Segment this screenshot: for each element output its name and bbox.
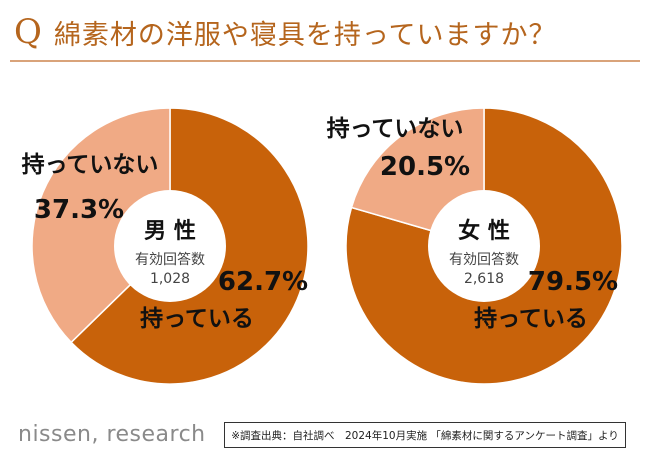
sample-label: 有効回答数 — [135, 251, 205, 268]
page-title: Q 綿素材の洋服や寝具を持っていますか？ — [14, 10, 557, 54]
sample-size: 2,618 — [464, 271, 504, 287]
slice-value-own: 62.7% — [218, 267, 308, 297]
donut-center — [114, 190, 226, 302]
slice-label-own: 持っている — [140, 306, 254, 332]
slice-label-not-own: 持っていない — [22, 152, 159, 178]
center-title: 男 性 — [144, 219, 196, 244]
slice-label-not-own: 持っていない — [327, 116, 464, 142]
question-mark-q: Q — [14, 12, 42, 52]
slice-label-own: 持っている — [474, 306, 588, 332]
slice-value-own: 79.5% — [528, 267, 618, 297]
donut-center — [428, 190, 540, 302]
brand-logo: nissen, research — [18, 422, 206, 447]
center-title: 女 性 — [458, 218, 510, 244]
slice-own — [345, 107, 623, 385]
source-note: ※調査出典：自社調べ 2024年10月実施 「綿素材に関するアンケート調査」より — [224, 422, 626, 448]
title-divider — [10, 60, 640, 62]
sample-size: 1,028 — [150, 271, 190, 287]
title-text: 綿素材の洋服や寝具を持っていますか？ — [53, 19, 557, 51]
slice-value-not-own: 20.5% — [380, 152, 470, 182]
slice-not-own — [31, 107, 171, 344]
sample-label: 有効回答数 — [449, 251, 519, 268]
slice-value-not-own: 37.3% — [34, 195, 124, 225]
